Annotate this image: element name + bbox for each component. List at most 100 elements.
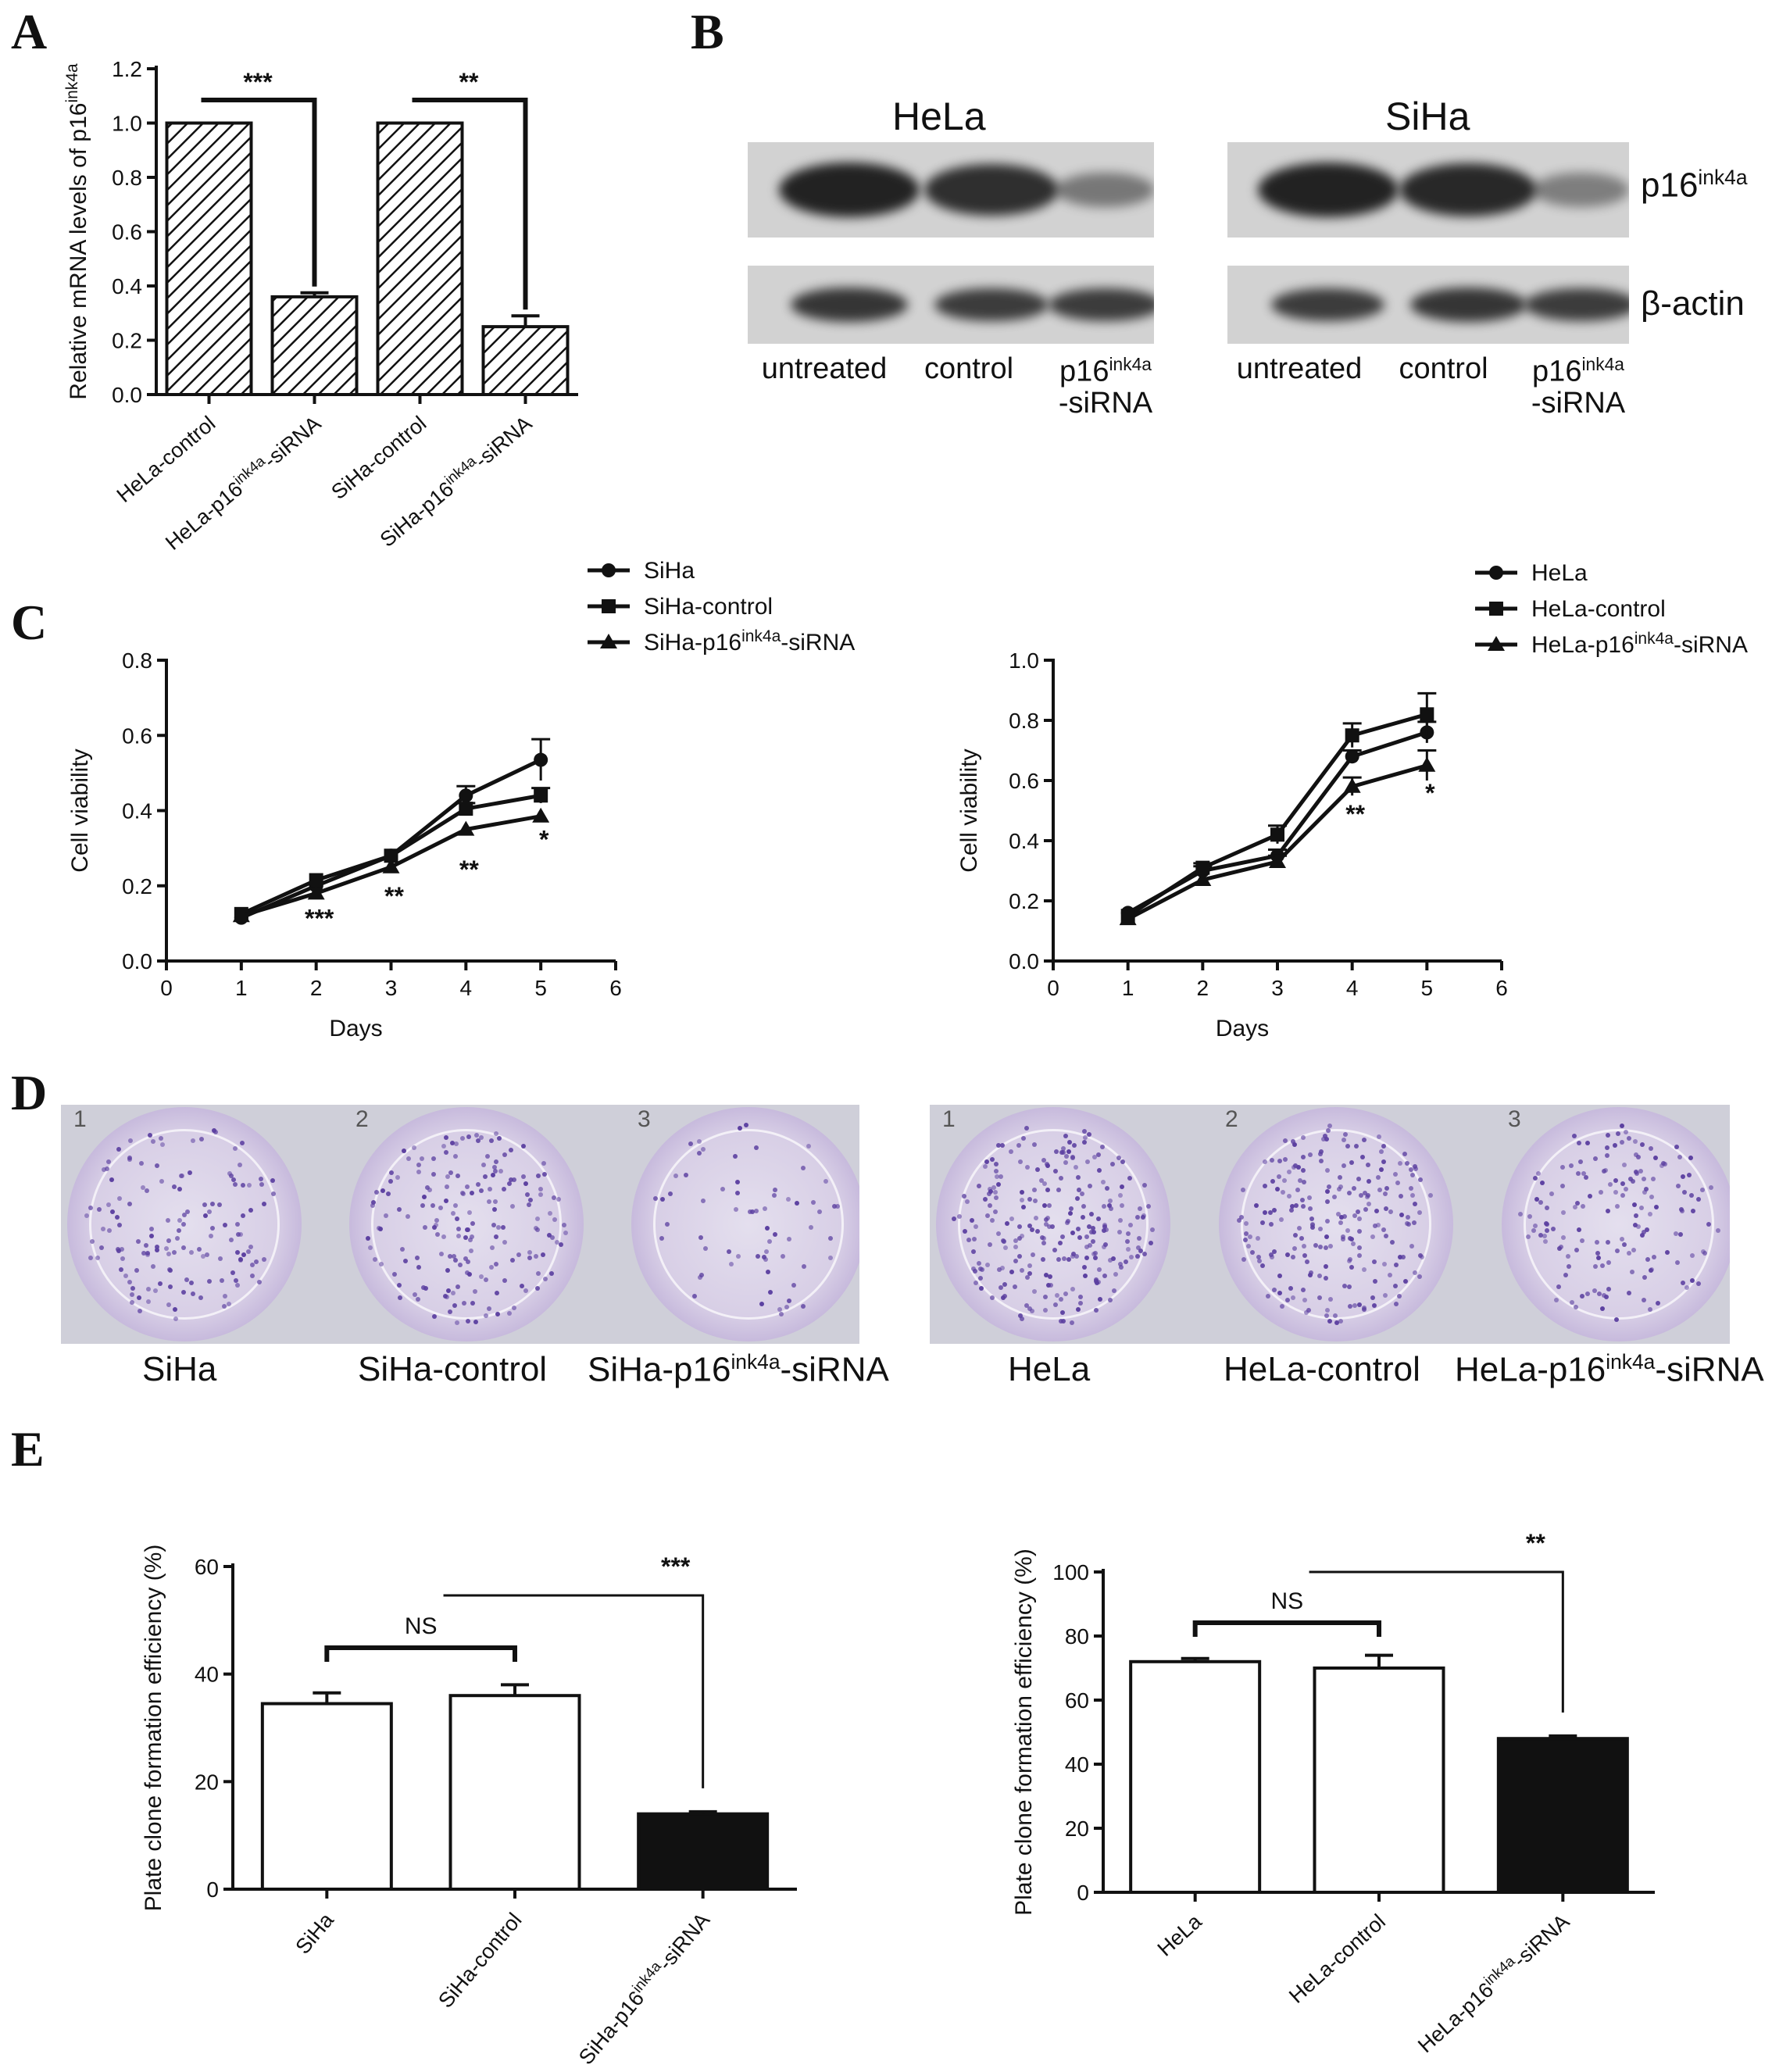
- colony-dot: [155, 1163, 160, 1169]
- significance-bracket: [1192, 1620, 1381, 1637]
- colony-dot: [1334, 1320, 1339, 1325]
- colony-dot: [999, 1266, 1005, 1271]
- colony-dot: [241, 1252, 246, 1257]
- colony-dot: [1113, 1272, 1119, 1277]
- legend-marker: [602, 563, 616, 577]
- colony-dot: [1651, 1177, 1656, 1182]
- colony-dot: [993, 1162, 999, 1167]
- colony-dot: [1084, 1234, 1089, 1240]
- colony-dot: [989, 1217, 995, 1223]
- colony-dot: [470, 1191, 475, 1196]
- colony-dot: [1327, 1296, 1333, 1302]
- colony-dot: [229, 1173, 234, 1178]
- data-point: [1343, 777, 1361, 793]
- colony-dot: [1291, 1246, 1297, 1252]
- colony-dot: [773, 1188, 778, 1193]
- colony-dot: [1408, 1186, 1413, 1191]
- colony-dot: [983, 1164, 988, 1170]
- colony-dot: [1017, 1159, 1023, 1165]
- colony-dot: [766, 1270, 771, 1275]
- colony-dot: [1348, 1304, 1353, 1309]
- colony-dot: [502, 1278, 507, 1284]
- blot-band: [1532, 173, 1629, 207]
- colony-dot: [205, 1252, 210, 1257]
- blot-siha-p16: [1227, 142, 1629, 238]
- colony-dot: [1574, 1247, 1579, 1252]
- colony-dot: [523, 1181, 528, 1187]
- colony-dot: [1347, 1284, 1352, 1290]
- colony-dot: [182, 1213, 188, 1218]
- colony-dot: [1635, 1154, 1641, 1159]
- lane-label-siha-control: control: [1399, 352, 1488, 385]
- colony-dot: [1110, 1162, 1116, 1166]
- colony-dot: [1318, 1158, 1324, 1163]
- significance-bracket: [324, 1645, 517, 1662]
- colony-dot: [372, 1256, 377, 1262]
- colony-dot: [1057, 1240, 1063, 1245]
- colony-dot: [492, 1165, 498, 1170]
- colony-dot: [1542, 1239, 1548, 1245]
- colony-dot: [1336, 1187, 1342, 1192]
- colony-dot: [1279, 1216, 1284, 1222]
- colony-dot: [1002, 1239, 1007, 1245]
- colony-dot: [1612, 1142, 1617, 1148]
- colony-dot: [992, 1190, 998, 1195]
- colony-dot: [1690, 1209, 1695, 1214]
- well-rim: [653, 1129, 844, 1320]
- y-tick-label: 0.4: [1009, 829, 1039, 853]
- legend-marker: [602, 599, 616, 613]
- colony-dot: [159, 1179, 164, 1184]
- colony-dot: [1682, 1189, 1688, 1195]
- colony-dot: [248, 1244, 254, 1249]
- colony-dot: [476, 1182, 481, 1188]
- colony-dot: [1067, 1140, 1073, 1145]
- colony-dot: [832, 1204, 838, 1209]
- colony-dot: [1017, 1313, 1023, 1319]
- colony-dot: [1101, 1204, 1106, 1209]
- colony-dot: [1383, 1292, 1388, 1298]
- colony-dot: [1060, 1309, 1066, 1315]
- colony-dot: [1104, 1227, 1109, 1233]
- colony-dot: [1063, 1159, 1069, 1165]
- colony-dot: [416, 1163, 421, 1168]
- y-tick-label: 0.2: [1009, 889, 1039, 913]
- colony-dot: [1342, 1214, 1348, 1220]
- colony-dot: [1372, 1223, 1377, 1228]
- colony-dot: [1062, 1256, 1067, 1262]
- colony-dot: [1653, 1156, 1658, 1161]
- colony-dot: [1684, 1285, 1690, 1291]
- colony-dot: [1695, 1197, 1701, 1202]
- colony-dot: [1399, 1212, 1404, 1217]
- colony-dot: [448, 1170, 454, 1175]
- category-label: SiHa: [291, 1908, 338, 1959]
- colony-dot: [447, 1254, 452, 1259]
- colony-dot: [109, 1177, 115, 1182]
- colony-dot: [753, 1208, 759, 1213]
- colony-dot: [228, 1237, 234, 1242]
- colony-dot: [239, 1140, 245, 1145]
- colony-dot: [248, 1208, 253, 1213]
- colony-dot: [438, 1205, 443, 1210]
- colony-dot: [1059, 1319, 1064, 1324]
- colony-dot: [977, 1275, 983, 1281]
- colony-dot: [1084, 1245, 1089, 1250]
- significance-label: ***: [243, 68, 273, 96]
- colony-dot: [482, 1174, 488, 1180]
- legend-label: HeLa: [1531, 560, 1588, 586]
- colony-dot: [1094, 1278, 1099, 1284]
- colony-dot: [1580, 1238, 1585, 1244]
- colony-dot: [1340, 1237, 1345, 1242]
- colony-dot: [1108, 1297, 1113, 1302]
- colony-dot: [763, 1206, 768, 1212]
- legend-marker: [1489, 602, 1503, 616]
- well-number: 2: [355, 1106, 369, 1132]
- colony-dot: [1563, 1272, 1569, 1277]
- colony-dot: [1348, 1236, 1353, 1241]
- colony-dot: [232, 1145, 238, 1151]
- colony-dot: [1606, 1260, 1612, 1266]
- colony-dot: [1677, 1232, 1683, 1238]
- colony-dot: [1075, 1174, 1081, 1180]
- colony-dot: [1016, 1235, 1022, 1241]
- colony-dot: [141, 1251, 146, 1256]
- colony-dot: [1638, 1205, 1644, 1210]
